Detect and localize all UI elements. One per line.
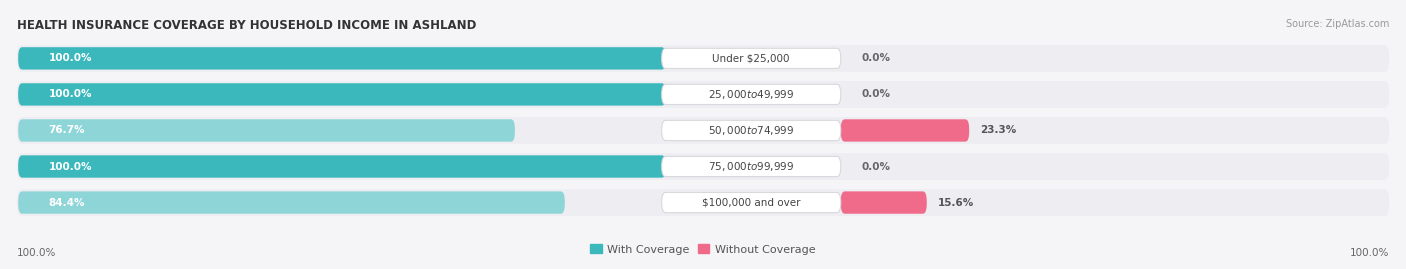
FancyBboxPatch shape [18, 191, 565, 214]
FancyBboxPatch shape [17, 153, 1389, 180]
Text: Under $25,000: Under $25,000 [713, 53, 790, 63]
Text: 0.0%: 0.0% [862, 161, 890, 172]
Text: 100.0%: 100.0% [17, 248, 56, 258]
Text: Source: ZipAtlas.com: Source: ZipAtlas.com [1285, 19, 1389, 29]
FancyBboxPatch shape [662, 156, 841, 177]
FancyBboxPatch shape [662, 192, 841, 213]
Text: 100.0%: 100.0% [48, 89, 91, 100]
FancyBboxPatch shape [18, 155, 666, 178]
FancyBboxPatch shape [17, 189, 1389, 216]
Text: 0.0%: 0.0% [862, 53, 890, 63]
FancyBboxPatch shape [18, 47, 666, 70]
Text: 0.0%: 0.0% [862, 89, 890, 100]
FancyBboxPatch shape [17, 81, 1389, 108]
Text: HEALTH INSURANCE COVERAGE BY HOUSEHOLD INCOME IN ASHLAND: HEALTH INSURANCE COVERAGE BY HOUSEHOLD I… [17, 19, 477, 32]
Text: $50,000 to $74,999: $50,000 to $74,999 [709, 124, 794, 137]
Text: $75,000 to $99,999: $75,000 to $99,999 [709, 160, 794, 173]
FancyBboxPatch shape [17, 45, 1389, 72]
FancyBboxPatch shape [841, 191, 927, 214]
FancyBboxPatch shape [662, 84, 841, 105]
Text: 100.0%: 100.0% [48, 53, 91, 63]
Text: 84.4%: 84.4% [48, 197, 84, 208]
Text: 15.6%: 15.6% [938, 197, 974, 208]
Legend: With Coverage, Without Coverage: With Coverage, Without Coverage [591, 245, 815, 255]
Text: 100.0%: 100.0% [1350, 248, 1389, 258]
Text: $25,000 to $49,999: $25,000 to $49,999 [709, 88, 794, 101]
Text: 100.0%: 100.0% [48, 161, 91, 172]
FancyBboxPatch shape [662, 48, 841, 69]
FancyBboxPatch shape [17, 117, 1389, 144]
FancyBboxPatch shape [841, 119, 969, 142]
Text: 23.3%: 23.3% [980, 125, 1017, 136]
FancyBboxPatch shape [18, 83, 666, 106]
FancyBboxPatch shape [18, 119, 515, 142]
Text: 76.7%: 76.7% [48, 125, 84, 136]
FancyBboxPatch shape [662, 120, 841, 141]
Text: $100,000 and over: $100,000 and over [702, 197, 800, 208]
